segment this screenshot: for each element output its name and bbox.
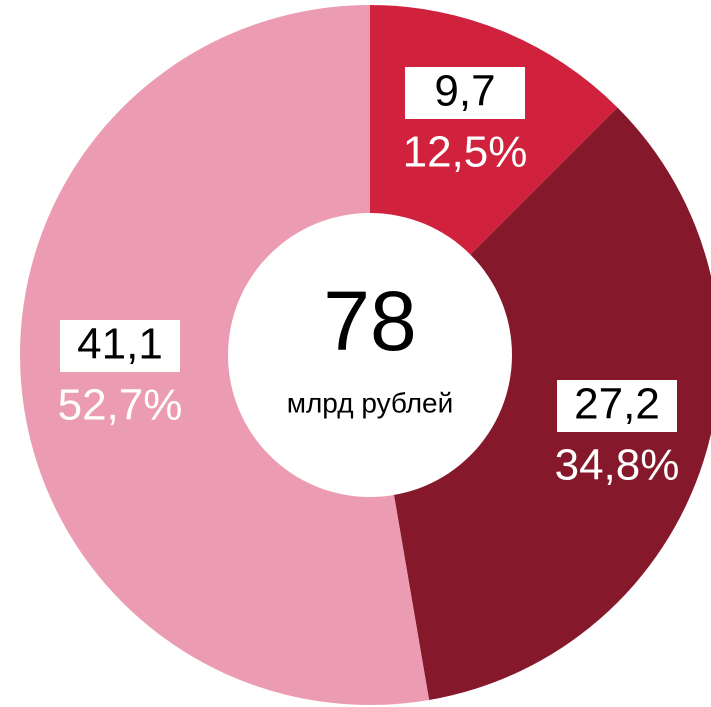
value-label: 52,7% [58, 381, 183, 430]
amount-box [405, 67, 525, 119]
value-label: 12,5% [403, 128, 528, 177]
amount-label: 9,7 [434, 67, 495, 116]
center-label: млрд рублей [287, 387, 454, 418]
donut-hole [228, 213, 512, 497]
value-label: 34,8% [555, 441, 680, 490]
amount-box [60, 320, 180, 372]
labels: 9,7 12,5% 27,2 34,8% 41,1 52,7% [58, 67, 680, 490]
amount-box [557, 380, 677, 432]
amount-label: 41,1 [77, 320, 163, 369]
slice [370, 107, 711, 700]
slice [19, 5, 430, 706]
center-value: 78 [323, 274, 416, 368]
amount-label: 27,2 [574, 380, 660, 429]
